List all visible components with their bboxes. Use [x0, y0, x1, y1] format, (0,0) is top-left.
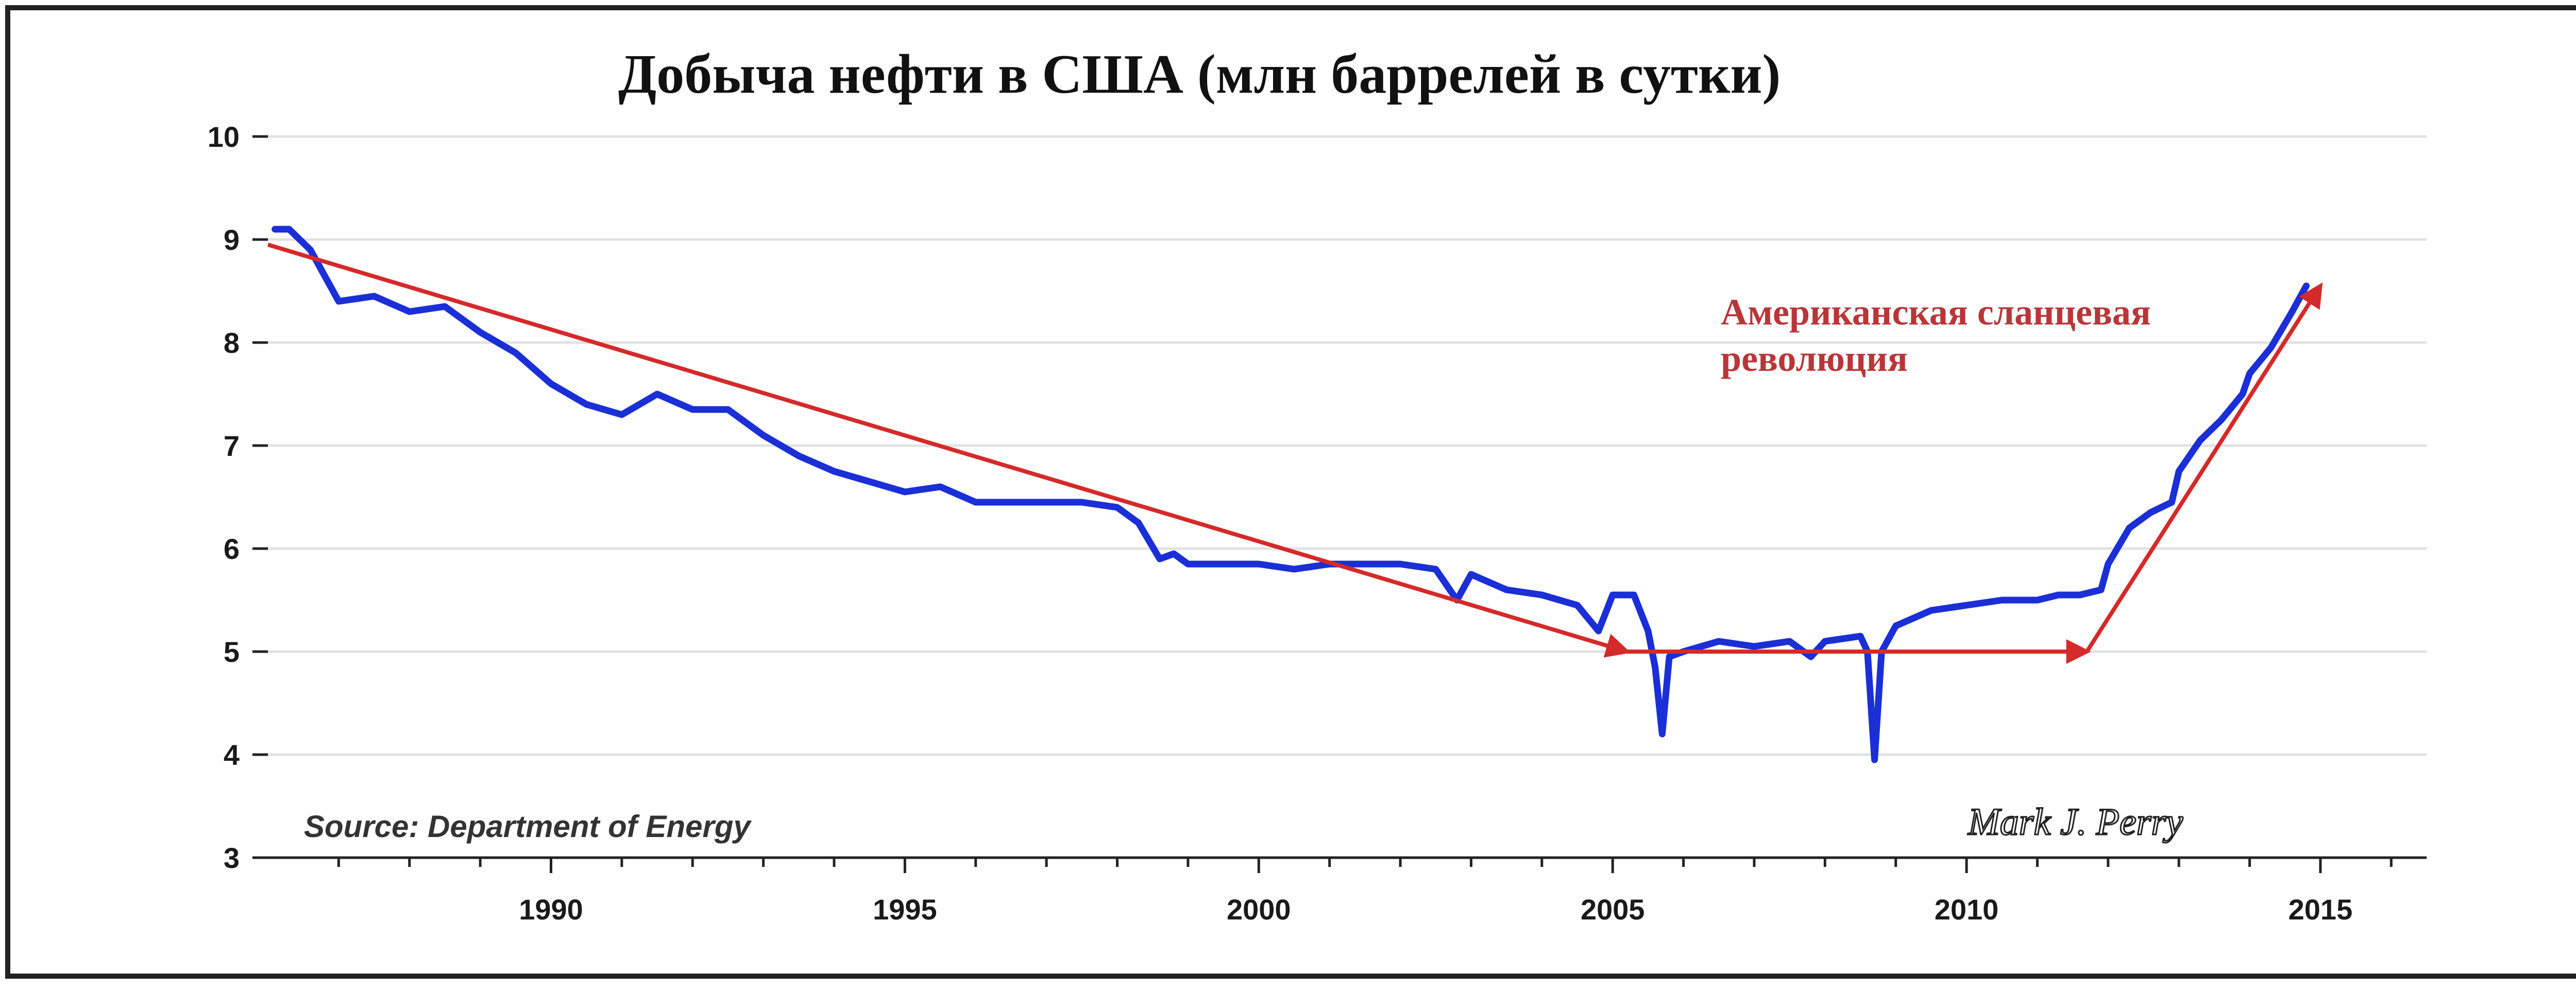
y-tick-label: 8: [224, 327, 240, 359]
y-tick-label: 9: [224, 224, 240, 256]
trend-arrows: [267, 243, 2323, 664]
y-tick-label: 7: [224, 430, 240, 462]
author-signature: Mark J. Perry: [1968, 801, 2183, 843]
annotation-line-1: Американская сланцевая: [1721, 292, 2151, 333]
x-tick-label: 2015: [2289, 893, 2353, 926]
x-tick-label: 1995: [873, 893, 937, 926]
plot-area: [268, 137, 2427, 858]
y-tick-label: 6: [224, 533, 240, 565]
y-tick-label: 4: [224, 739, 240, 771]
x-tick-label: 2000: [1227, 893, 1291, 926]
grid: [268, 135, 2427, 858]
y-tick-label: 5: [224, 636, 240, 668]
y-tick-label: 3: [224, 842, 240, 874]
annotation-line-2: революция: [1721, 338, 1908, 379]
axes: 3 4 5 6 7 8 9 10 1990 1995 2000 2005 2010 2015: [208, 121, 2427, 926]
y-tick-label: 10: [208, 121, 240, 153]
trend-arrow-0: [267, 243, 1631, 658]
trend-arrow-2: [2085, 282, 2323, 653]
series-line-0: [272, 226, 2310, 763]
x-tick-label: 1990: [519, 893, 583, 926]
source-note: Source: Department of Energy: [304, 809, 752, 844]
x-tick-label: 2005: [1581, 893, 1645, 926]
chart-title: Добыча нефти в США (млн баррелей в сутки…: [618, 44, 1781, 105]
series-layer: [272, 226, 2310, 763]
x-tick-label: 2010: [1935, 893, 1999, 926]
